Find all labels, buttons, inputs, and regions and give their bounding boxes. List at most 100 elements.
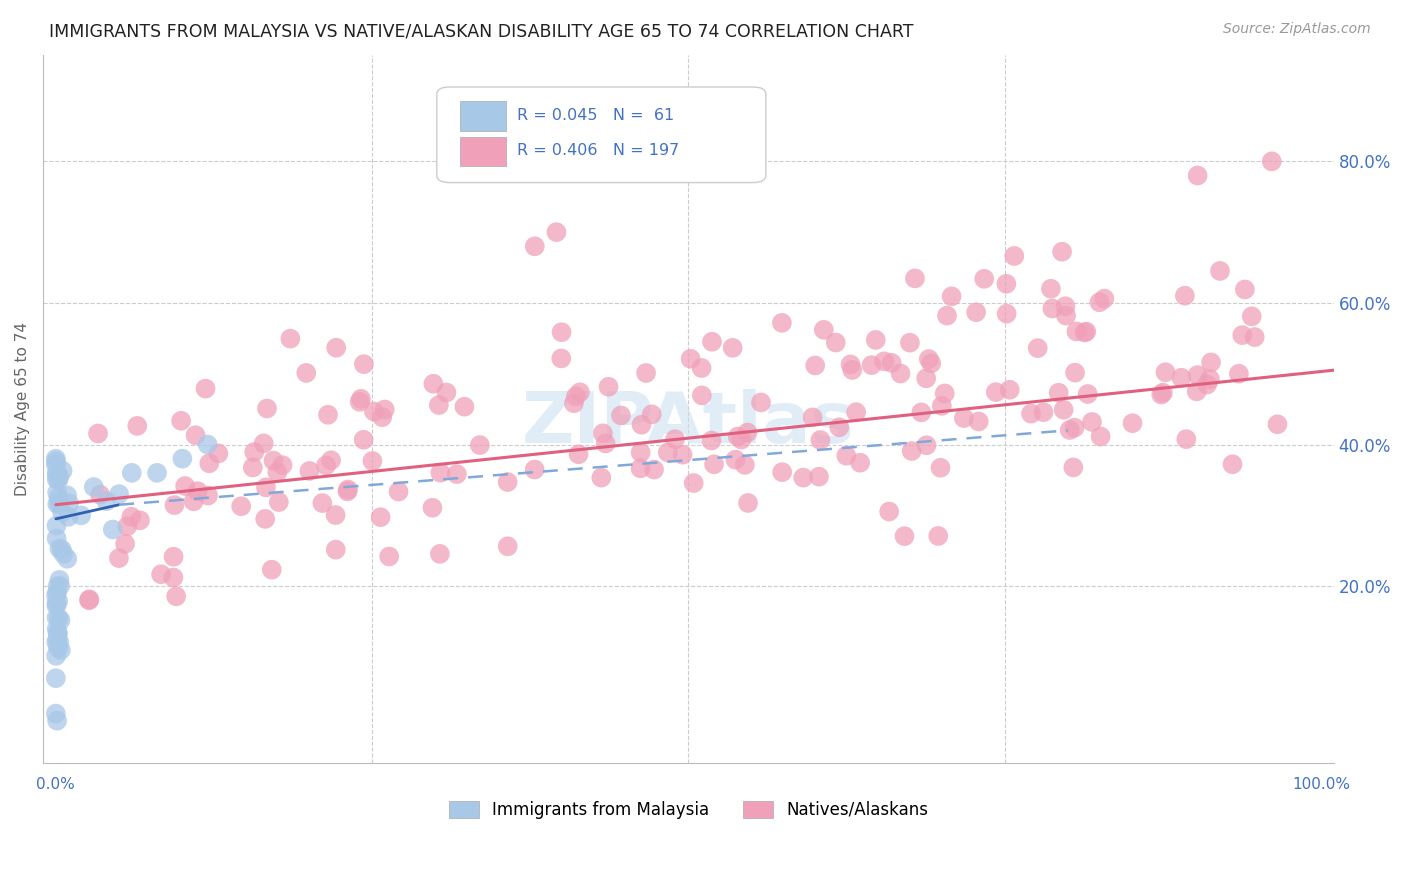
Point bbox=[967, 415, 990, 429]
Point bbox=[1064, 366, 1087, 380]
Point bbox=[108, 487, 131, 501]
Point bbox=[1073, 326, 1095, 340]
Point bbox=[468, 438, 491, 452]
Point bbox=[671, 448, 693, 462]
Point bbox=[721, 341, 744, 355]
Point bbox=[49, 579, 72, 593]
Point bbox=[929, 460, 952, 475]
Point bbox=[523, 239, 546, 253]
Point bbox=[724, 452, 747, 467]
Point bbox=[56, 551, 79, 566]
Point bbox=[910, 405, 932, 419]
Point bbox=[915, 371, 938, 385]
Point bbox=[172, 451, 194, 466]
Point bbox=[46, 585, 69, 599]
Point bbox=[336, 483, 359, 497]
Point bbox=[664, 432, 686, 446]
Y-axis label: Disability Age 65 to 74: Disability Age 65 to 74 bbox=[15, 322, 30, 496]
Point bbox=[361, 454, 384, 468]
Point bbox=[371, 410, 394, 425]
Point bbox=[49, 643, 72, 657]
Point bbox=[700, 434, 723, 448]
Point bbox=[496, 475, 519, 489]
Point bbox=[1002, 249, 1025, 263]
Point bbox=[325, 542, 347, 557]
Point bbox=[737, 425, 759, 440]
Point bbox=[804, 359, 827, 373]
Point bbox=[1243, 330, 1265, 344]
Point bbox=[46, 640, 69, 655]
Point bbox=[965, 305, 987, 319]
Point bbox=[162, 570, 184, 584]
Point bbox=[453, 400, 475, 414]
Point bbox=[1170, 370, 1192, 384]
Point bbox=[737, 496, 759, 510]
Point bbox=[58, 496, 80, 510]
Point bbox=[45, 454, 67, 468]
Point bbox=[813, 323, 835, 337]
Point bbox=[127, 418, 149, 433]
Point bbox=[48, 469, 70, 483]
Point bbox=[1233, 282, 1256, 296]
Point bbox=[807, 469, 830, 483]
Point bbox=[700, 334, 723, 349]
Point bbox=[45, 610, 67, 624]
Point bbox=[1267, 417, 1289, 432]
Point bbox=[865, 333, 887, 347]
Point bbox=[1040, 301, 1063, 316]
FancyBboxPatch shape bbox=[460, 136, 506, 166]
Point bbox=[915, 438, 938, 452]
Point bbox=[1187, 368, 1209, 382]
Point bbox=[429, 547, 451, 561]
Point bbox=[565, 389, 588, 403]
Point bbox=[183, 494, 205, 508]
Point bbox=[918, 351, 941, 366]
Point bbox=[1222, 457, 1244, 471]
Point bbox=[841, 363, 863, 377]
Point bbox=[79, 592, 101, 607]
Point bbox=[325, 508, 347, 522]
Point bbox=[45, 622, 67, 636]
Point bbox=[1232, 328, 1254, 343]
Point bbox=[108, 551, 131, 566]
Point bbox=[363, 404, 385, 418]
Point bbox=[129, 513, 152, 527]
Point bbox=[378, 549, 401, 564]
Point bbox=[598, 380, 620, 394]
Point bbox=[567, 447, 589, 461]
Point bbox=[194, 382, 217, 396]
Point bbox=[873, 354, 896, 368]
Point bbox=[51, 505, 73, 519]
Point bbox=[298, 464, 321, 478]
Point bbox=[998, 383, 1021, 397]
Point bbox=[231, 500, 253, 514]
Point bbox=[610, 409, 633, 423]
Point bbox=[422, 500, 444, 515]
Point bbox=[568, 385, 591, 400]
Point bbox=[77, 593, 100, 607]
Point bbox=[703, 457, 725, 471]
Point bbox=[121, 466, 143, 480]
Point bbox=[679, 351, 702, 366]
Point bbox=[45, 599, 67, 613]
Point bbox=[48, 541, 70, 556]
Point bbox=[349, 394, 371, 409]
Point bbox=[271, 458, 294, 472]
Point bbox=[1090, 429, 1112, 443]
FancyBboxPatch shape bbox=[460, 101, 506, 131]
Text: R = 0.045   N =  61: R = 0.045 N = 61 bbox=[517, 108, 673, 123]
Point bbox=[936, 309, 959, 323]
Point bbox=[311, 496, 333, 510]
Point bbox=[562, 396, 585, 410]
Point bbox=[46, 714, 69, 728]
Point bbox=[267, 495, 290, 509]
Point bbox=[835, 449, 858, 463]
Point bbox=[1076, 325, 1098, 339]
Point bbox=[319, 453, 342, 467]
Point bbox=[45, 518, 67, 533]
Point bbox=[280, 332, 302, 346]
Point bbox=[350, 392, 373, 406]
Point bbox=[1227, 367, 1250, 381]
Point bbox=[941, 289, 963, 303]
Point bbox=[734, 458, 756, 472]
